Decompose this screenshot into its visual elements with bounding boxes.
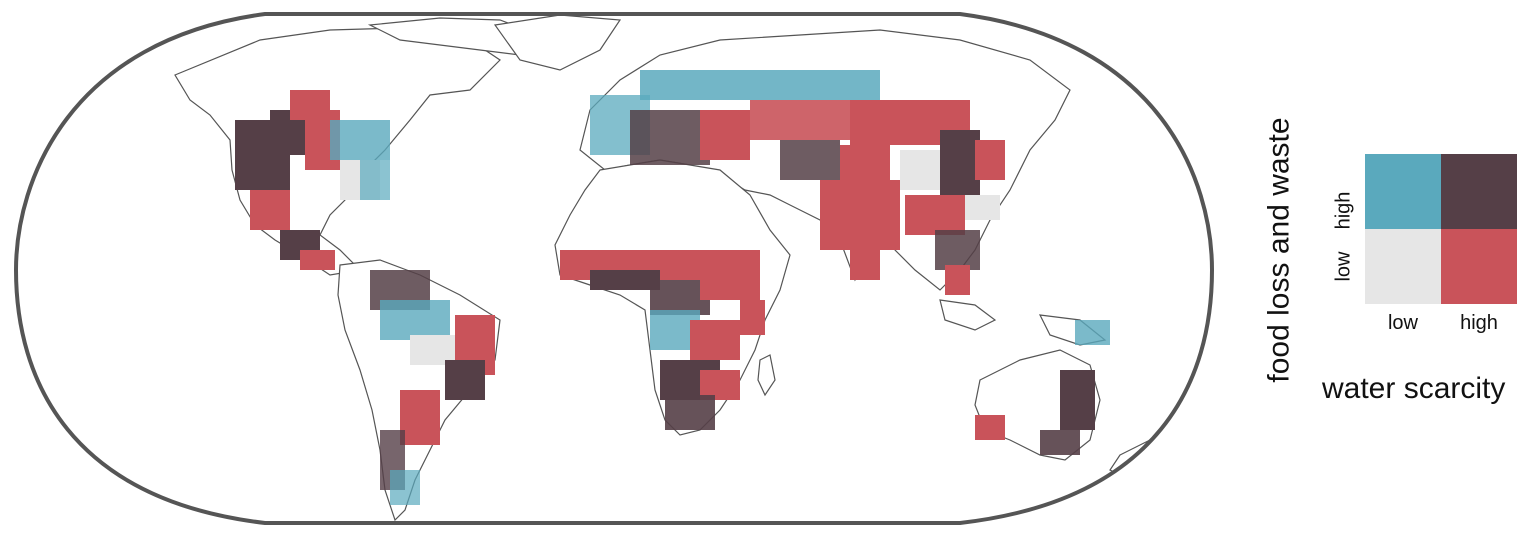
legend-cell-low-ws-high-flw	[1365, 154, 1441, 229]
legend-col-label-low: low	[1387, 312, 1418, 334]
legend-cell-low-ws-low-flw	[1365, 229, 1441, 304]
legend-y-title: food loss and waste	[1263, 117, 1297, 383]
na-patches	[235, 90, 390, 270]
world-map	[13, 12, 1215, 525]
legend-row-label-high: high	[1332, 191, 1355, 229]
eurasia-patches	[590, 70, 1005, 295]
legend-x-title: water scarcity	[1322, 372, 1506, 405]
map-frame	[13, 12, 1215, 525]
legend-col-label-high: high	[1460, 312, 1498, 334]
legend-cell-high-ws-low-flw	[1441, 229, 1517, 304]
australia-patches	[975, 320, 1110, 455]
legend-row-label-low: low	[1332, 250, 1355, 282]
africa-patches	[560, 250, 765, 430]
legend-cell-high-ws-high-flw	[1441, 154, 1517, 229]
sa-patches	[370, 270, 495, 505]
